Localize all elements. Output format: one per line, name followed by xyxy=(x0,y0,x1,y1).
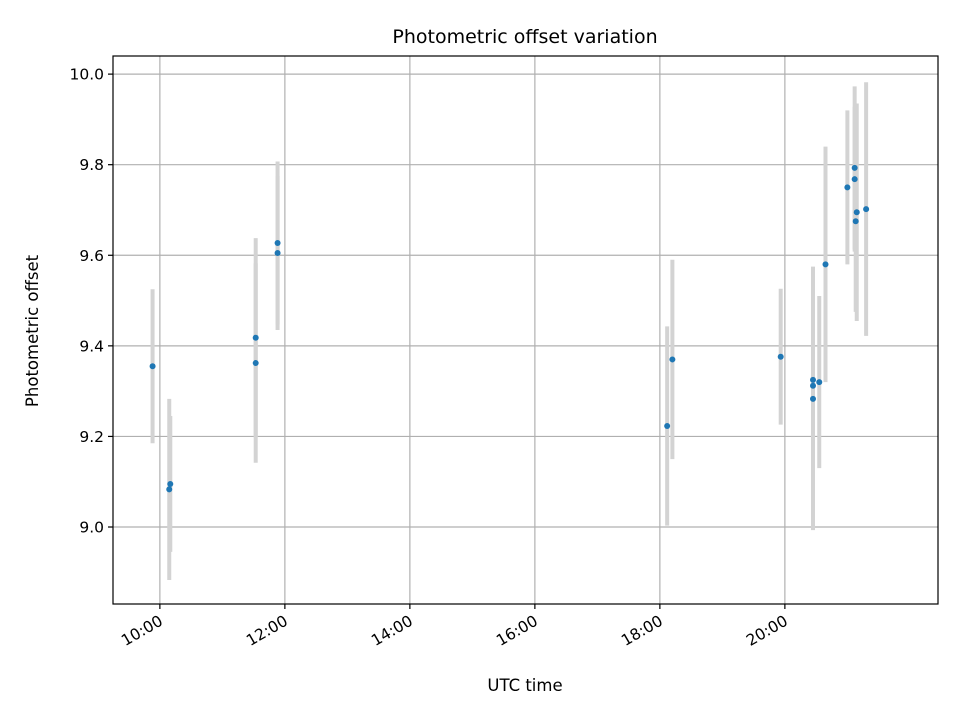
chart-title: Photometric offset variation xyxy=(392,26,657,48)
data-point xyxy=(810,382,816,389)
data-point xyxy=(669,356,676,363)
y-tick-label: 9.4 xyxy=(79,337,104,355)
data-point xyxy=(252,360,259,367)
y-tick-label: 9.8 xyxy=(79,156,104,174)
y-axis-title: Photometric offset xyxy=(23,254,42,407)
y-tick-label: 9.0 xyxy=(79,519,104,537)
data-point xyxy=(777,353,784,360)
data-point xyxy=(274,250,281,257)
y-tick-label: 9.6 xyxy=(79,247,104,265)
data-point xyxy=(252,334,259,341)
data-point xyxy=(853,209,860,216)
plot-frame xyxy=(112,55,939,605)
data-point xyxy=(851,176,858,183)
data-point xyxy=(810,395,816,402)
y-tick-label: 10.0 xyxy=(69,66,104,84)
y-axis-ticks: 9.0 9.2 9.4 9.6 9.8 10.0 xyxy=(69,66,113,537)
x-axis-title: UTC time xyxy=(487,676,562,695)
data-point xyxy=(664,423,671,430)
data-point xyxy=(851,164,858,171)
data-point xyxy=(816,379,823,386)
data-point xyxy=(166,486,173,493)
data-point xyxy=(822,261,829,268)
data-point xyxy=(274,240,281,247)
data-point xyxy=(149,363,156,370)
grid-lines xyxy=(113,56,938,604)
data-points xyxy=(149,164,870,493)
data-point xyxy=(852,218,859,225)
data-point xyxy=(844,184,851,191)
data-point xyxy=(810,376,816,383)
y-tick-label: 9.2 xyxy=(79,428,104,446)
data-point xyxy=(167,480,174,487)
data-point xyxy=(863,206,870,213)
